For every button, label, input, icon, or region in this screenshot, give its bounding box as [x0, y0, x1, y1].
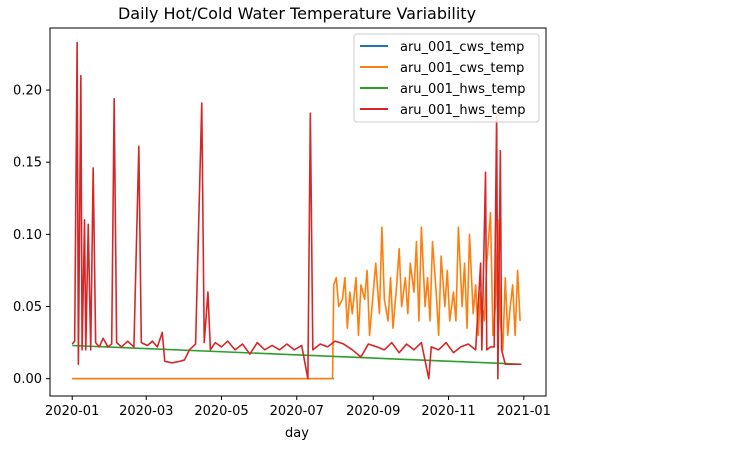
legend-label: aru_001_cws_temp	[400, 40, 524, 55]
x-tick-label: 2020-11	[421, 404, 475, 419]
legend-label: aru_001_hws_temp	[400, 103, 526, 118]
y-tick-label: 0.10	[13, 228, 42, 243]
y-tick-label: 0.20	[13, 84, 42, 99]
chart-title: Daily Hot/Cold Water Temperature Variabi…	[118, 4, 476, 23]
plot-frame	[49, 27, 547, 397]
series-line-4	[71, 41, 522, 380]
x-tick-label: 2020-09	[346, 404, 400, 419]
series-line-2	[72, 211, 521, 380]
y-tick-label: 0.00	[13, 372, 42, 387]
y-tick-label: 0.05	[13, 300, 42, 315]
legend: aru_001_cws_temp aru_001_cws_temp aru_001_…	[353, 33, 540, 123]
x-tick-label: 2020-07	[270, 404, 324, 419]
plot-lines	[71, 41, 522, 380]
y-tick-label: 0.15	[13, 156, 42, 171]
x-tick-label: 2020-01	[45, 404, 99, 419]
y-axis: 0.00 0.05 0.10 0.15 0.20	[13, 84, 50, 387]
x-tick-label: 2020-05	[194, 404, 248, 419]
legend-box	[353, 33, 540, 123]
legend-label: aru_001_hws_temp	[400, 82, 526, 97]
x-axis-label: day	[285, 426, 309, 441]
x-axis: 2020-01 2020-03 2020-05 2020-07 2020-09 2020-…	[45, 396, 551, 419]
legend-label: aru_001_cws_temp	[400, 61, 524, 76]
series-line-3	[72, 344, 522, 366]
x-tick-label: 2020-03	[119, 404, 173, 419]
x-tick-label: 2021-01	[497, 404, 551, 419]
